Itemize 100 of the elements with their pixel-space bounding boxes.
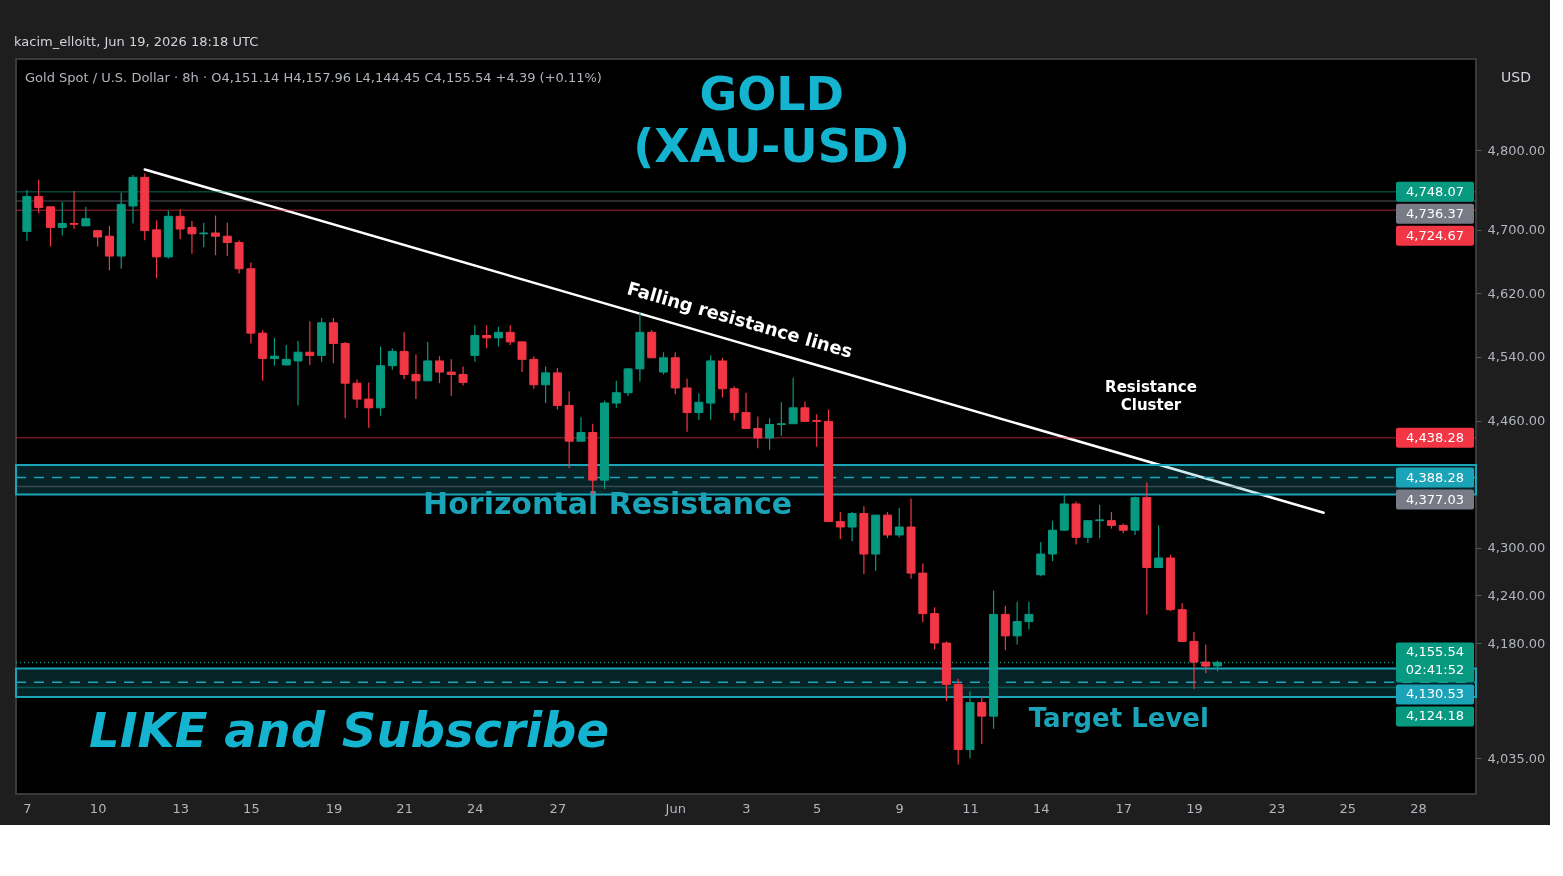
- candlestick: [517, 340, 527, 373]
- x-tick-label: 23: [1268, 800, 1286, 816]
- candlestick: [847, 511, 857, 542]
- ref-line-label: 4,377.03: [1406, 491, 1464, 507]
- candlestick: [211, 214, 221, 256]
- candlestick: [175, 208, 185, 240]
- candlestick: [541, 365, 551, 404]
- y-tick-label: 4,540.00: [1487, 349, 1546, 365]
- ref-line-label: 4,438.28: [1406, 429, 1464, 445]
- y-tick-label: 4,180.00: [1487, 635, 1546, 651]
- ref-line-label: 4,736.37: [1406, 205, 1464, 221]
- candlestick: [1048, 520, 1057, 562]
- candlestick: [1201, 644, 1211, 674]
- text: kacim_elloitt, Jun 19, 2026 18:18 UTC: [14, 34, 259, 49]
- annotation: LIKE and Subscribe: [89, 702, 610, 758]
- text: Gold Spot / U.S. Dollar · 8h · O4,151.14 H4,157.96 L4,144.45 C4,155.54 +4.39 (+0.11%): [25, 70, 602, 85]
- candlestick: [753, 415, 763, 449]
- band-label: Horizontal Resistance: [423, 486, 793, 521]
- x-tick-label: 27: [549, 800, 567, 816]
- candlestick: [399, 331, 409, 380]
- candlestick: [69, 190, 79, 230]
- candlestick: [222, 222, 232, 257]
- text: USD: [1501, 69, 1531, 85]
- x-tick-label: 5: [813, 800, 822, 816]
- ref-line-label: 4,124.18: [1406, 708, 1464, 724]
- ref-line-label: 4,748.07: [1406, 183, 1464, 199]
- candlestick: [446, 358, 456, 397]
- x-tick-label: 24: [467, 800, 484, 816]
- candlestick: [977, 695, 987, 745]
- x-tick-label: 25: [1339, 800, 1356, 816]
- candlestick: [694, 392, 704, 421]
- candlestick: [1154, 524, 1164, 569]
- candlestick: [387, 347, 397, 371]
- candlestick: [812, 413, 822, 448]
- x-tick-label: 19: [1186, 800, 1203, 816]
- x-tick-label: 14: [1032, 800, 1050, 816]
- candlestick: [493, 326, 503, 348]
- candlestick: [800, 400, 810, 422]
- candlestick: [776, 401, 786, 437]
- candlestick: [45, 206, 55, 248]
- candlestick: [788, 377, 798, 425]
- candlestick: [435, 355, 444, 384]
- ref-line-label: 4,130.53: [1406, 686, 1464, 702]
- x-tick-label: 19: [325, 800, 343, 816]
- candlestick: [269, 337, 279, 367]
- x-tick-label: 9: [895, 800, 904, 816]
- candlestick: [328, 317, 338, 364]
- candlestick: [1095, 504, 1105, 539]
- candlestick: [34, 179, 44, 214]
- x-tick-label: 7: [23, 800, 32, 816]
- candlestick: [458, 365, 468, 387]
- x-tick-label: 21: [396, 800, 413, 816]
- x-tick-label: 3: [742, 800, 751, 816]
- candlestick: [57, 201, 67, 236]
- x-tick-label: 28: [1410, 800, 1427, 816]
- y-tick-label: 4,800.00: [1487, 142, 1546, 158]
- candlestick: [199, 222, 209, 248]
- y-tick-label: 4,460.00: [1487, 413, 1546, 429]
- candlestick: [104, 225, 114, 271]
- y-tick-label: 4,700.00: [1487, 222, 1546, 238]
- candlestick: [352, 378, 362, 409]
- candlestick: [741, 392, 751, 430]
- candlestick: [1000, 605, 1010, 651]
- ref-line-label: 4,388.28: [1406, 469, 1464, 485]
- candlestick: [1189, 631, 1199, 690]
- x-tick-label: 10: [89, 800, 107, 816]
- candlestick: [364, 381, 374, 429]
- x-tick-label: 17: [1115, 800, 1133, 816]
- x-tick-label: 15: [243, 800, 260, 816]
- candlestick: [1083, 520, 1093, 544]
- y-tick-label: 4,300.00: [1487, 540, 1546, 556]
- candlestick: [765, 417, 775, 451]
- candlestick: [470, 324, 480, 363]
- candlestick: [411, 353, 421, 400]
- x-tick-label: 11: [962, 800, 979, 816]
- candlestick: [81, 206, 91, 227]
- x-tick-label: Jun: [664, 800, 686, 816]
- candlestick: [1036, 541, 1046, 577]
- candlestick: [482, 324, 492, 349]
- text: GOLD (XAU-USD): [633, 67, 911, 173]
- x-tick-label: 13: [172, 800, 189, 816]
- candlestick: [305, 320, 315, 366]
- candlestick: [1024, 601, 1034, 631]
- candlestick: [505, 324, 515, 346]
- band-label: Target Level: [1028, 703, 1209, 733]
- candlestick: [1012, 601, 1022, 646]
- candlestick: [187, 220, 197, 255]
- candlestick: [658, 351, 668, 376]
- annotation: Resistance Cluster: [1105, 378, 1197, 414]
- candlestick: [623, 367, 633, 397]
- candlestick: [281, 344, 291, 367]
- ref-line-label: 4,724.67: [1406, 227, 1464, 243]
- candlestick: [894, 507, 904, 538]
- candlestick: [729, 385, 739, 422]
- candlestick: [882, 511, 892, 539]
- candlestick: [423, 341, 433, 382]
- candlestick: [293, 340, 303, 407]
- y-tick-label: 4,620.00: [1487, 285, 1546, 301]
- candlestick: [611, 380, 621, 409]
- candlestick: [576, 416, 586, 442]
